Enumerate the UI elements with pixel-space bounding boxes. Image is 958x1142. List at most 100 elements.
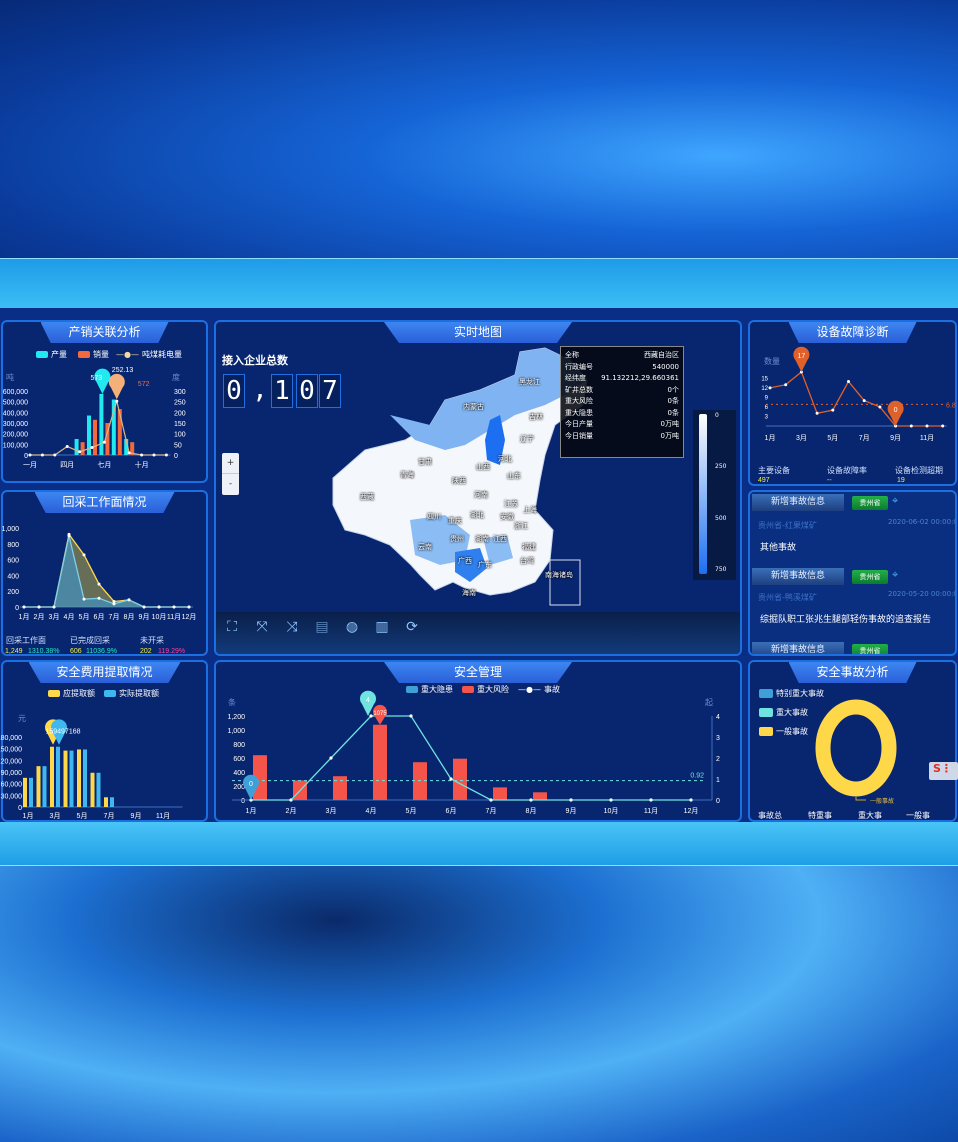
map-layer-icon[interactable]: ▤ (315, 619, 329, 635)
digital-background (0, 0, 958, 260)
bar-output (111, 399, 116, 455)
collapse-icon[interactable]: ⤨ (286, 619, 298, 635)
tooltip-row: 全称 西藏自治区 (565, 350, 679, 362)
stat-value: 1310.38% (28, 648, 60, 655)
panel-title: 产销关联分析 (40, 322, 169, 343)
fees-panel: 安全费用提取情况 (1, 660, 208, 822)
province-label: 甘肃 (418, 458, 432, 466)
tooltip-key: 今日产量 (565, 420, 593, 428)
zoom-out-button[interactable]: - (228, 479, 233, 489)
legend-item[interactable]: 一般事故 (759, 726, 808, 737)
y2-tick-label: 200 (174, 410, 186, 417)
swatch (406, 686, 418, 693)
map-toolbar (216, 612, 740, 654)
y-tick-label: 800 (233, 742, 245, 749)
location-pin-icon[interactable]: ⌖ (892, 494, 899, 507)
china-map[interactable] (215, 320, 742, 620)
map-region-guizhou[interactable] (455, 548, 487, 582)
province-label: 江苏 (504, 500, 518, 508)
legend-label: 应提取额 (63, 689, 95, 698)
province-badge: 贵州省 (852, 570, 888, 584)
tooltip-key: 行政编号 (565, 362, 593, 371)
province-label: 台湾 (520, 557, 534, 565)
point (187, 605, 191, 609)
globe-icon[interactable]: ◍ (345, 619, 359, 635)
y-tick-label: 0 (24, 453, 28, 460)
tooltip-value: 0个 (667, 385, 679, 394)
point-fault (831, 408, 835, 412)
accident-item[interactable]: 新增事故信息 贵州省 ⌖ 贵州省-鸭溪煤矿 2020-05-20 00:00:0… (752, 568, 955, 640)
marker-label: 572 (138, 381, 150, 388)
legend-output[interactable]: 产量 (36, 349, 67, 360)
panel-title: 回采工作面情况 (34, 492, 175, 513)
x-tick-label: 2月 (286, 807, 297, 815)
accident-item[interactable]: 新增事故信息 贵州省 ⌖ 贵州省-红果煤矿 2020-06-02 00:00:0… (752, 494, 955, 566)
legend-power[interactable]: —●— 吨煤耗电量 (116, 349, 182, 360)
stat-label: 回采工作面 (6, 636, 46, 645)
point (52, 605, 56, 609)
bar-due (23, 777, 27, 807)
refresh-icon[interactable]: ⟳ (406, 619, 418, 635)
point (112, 599, 116, 603)
point-accident (489, 798, 493, 802)
point-power (40, 453, 44, 457)
axis-unit: 数量 (764, 357, 780, 366)
ime-toolbar-icon[interactable]: S⋮ (929, 762, 958, 780)
x-tick-label: 9月 (890, 434, 901, 442)
add-accident-button[interactable]: 新增事故信息 (752, 642, 844, 654)
tooltip-value: 0万吨 (660, 431, 679, 440)
map-region-shanxi[interactable] (485, 415, 505, 465)
y2-tick-label: 0 (174, 453, 178, 460)
location-pin-icon[interactable]: ⌖ (892, 568, 899, 581)
tooltip-row: 今日产量 0万吨 (565, 419, 679, 431)
fullscreen-icon[interactable]: ⛶ (227, 619, 237, 635)
stat-label: 设备检测超期 (895, 466, 943, 475)
donut-slice-general[interactable] (815, 699, 897, 797)
marker-pin (373, 704, 387, 725)
stat-value: 1,249 (5, 648, 23, 655)
legend-due[interactable]: 应提取额 (48, 688, 95, 699)
legend-actual[interactable]: 实际提取额 (104, 688, 159, 699)
y-tick-label: 1,000 (227, 728, 245, 735)
legend-accident[interactable]: —●— 事故 (518, 684, 560, 695)
building-icon[interactable]: ▥ (375, 619, 389, 635)
y-tick-label: 1,000 (1, 526, 19, 533)
counter-separator: , (252, 375, 268, 405)
line-fault (769, 370, 943, 427)
province-label: 西藏 (360, 493, 374, 501)
province-label: 浙江 (514, 522, 528, 530)
add-accident-button[interactable]: 新增事故信息 (752, 494, 844, 511)
zoom-in-button[interactable]: + (222, 453, 239, 474)
x-tick-label: 1月 (246, 807, 257, 815)
province-label: 湖南 (475, 535, 489, 543)
map-region-hunan[interactable] (483, 535, 513, 565)
counter-digit: 0 (223, 374, 245, 408)
line-accident (251, 715, 691, 801)
south-sea-inset (549, 559, 581, 606)
legend-item[interactable]: 重大事故 (759, 707, 808, 718)
x-tick-label: 10月 (152, 613, 167, 621)
swatch (759, 708, 773, 717)
add-accident-button[interactable]: 新增事故信息 (752, 568, 844, 585)
average-label: 0.92 (690, 773, 704, 780)
y-tick-label: 800 (7, 542, 19, 549)
legend-sales[interactable]: 销量 (78, 349, 109, 360)
bar-sales (117, 409, 122, 455)
legend-hazard[interactable]: 重大隐患 (406, 684, 453, 695)
legend-item[interactable]: 特别重大事故 (759, 688, 824, 699)
bar-risk (493, 787, 507, 800)
accident-item[interactable]: 新增事故信息 贵州省 (752, 642, 955, 654)
bar-sales (80, 442, 85, 455)
tooltip-value: 91.132212,29.660361 (601, 374, 679, 382)
tooltip-row: 今日销量 0万吨 (565, 431, 679, 443)
swatch (48, 690, 60, 697)
color-scale-bar[interactable] (699, 414, 707, 574)
bar-actual (83, 749, 87, 807)
frame-bottom (0, 820, 958, 866)
legend-label: 一般事故 (776, 727, 808, 736)
map-region-north[interactable] (390, 348, 587, 450)
legend-risk[interactable]: 重大风险 (462, 684, 509, 695)
expand-icon[interactable]: ⤧ (256, 619, 268, 635)
line-series (24, 535, 189, 608)
